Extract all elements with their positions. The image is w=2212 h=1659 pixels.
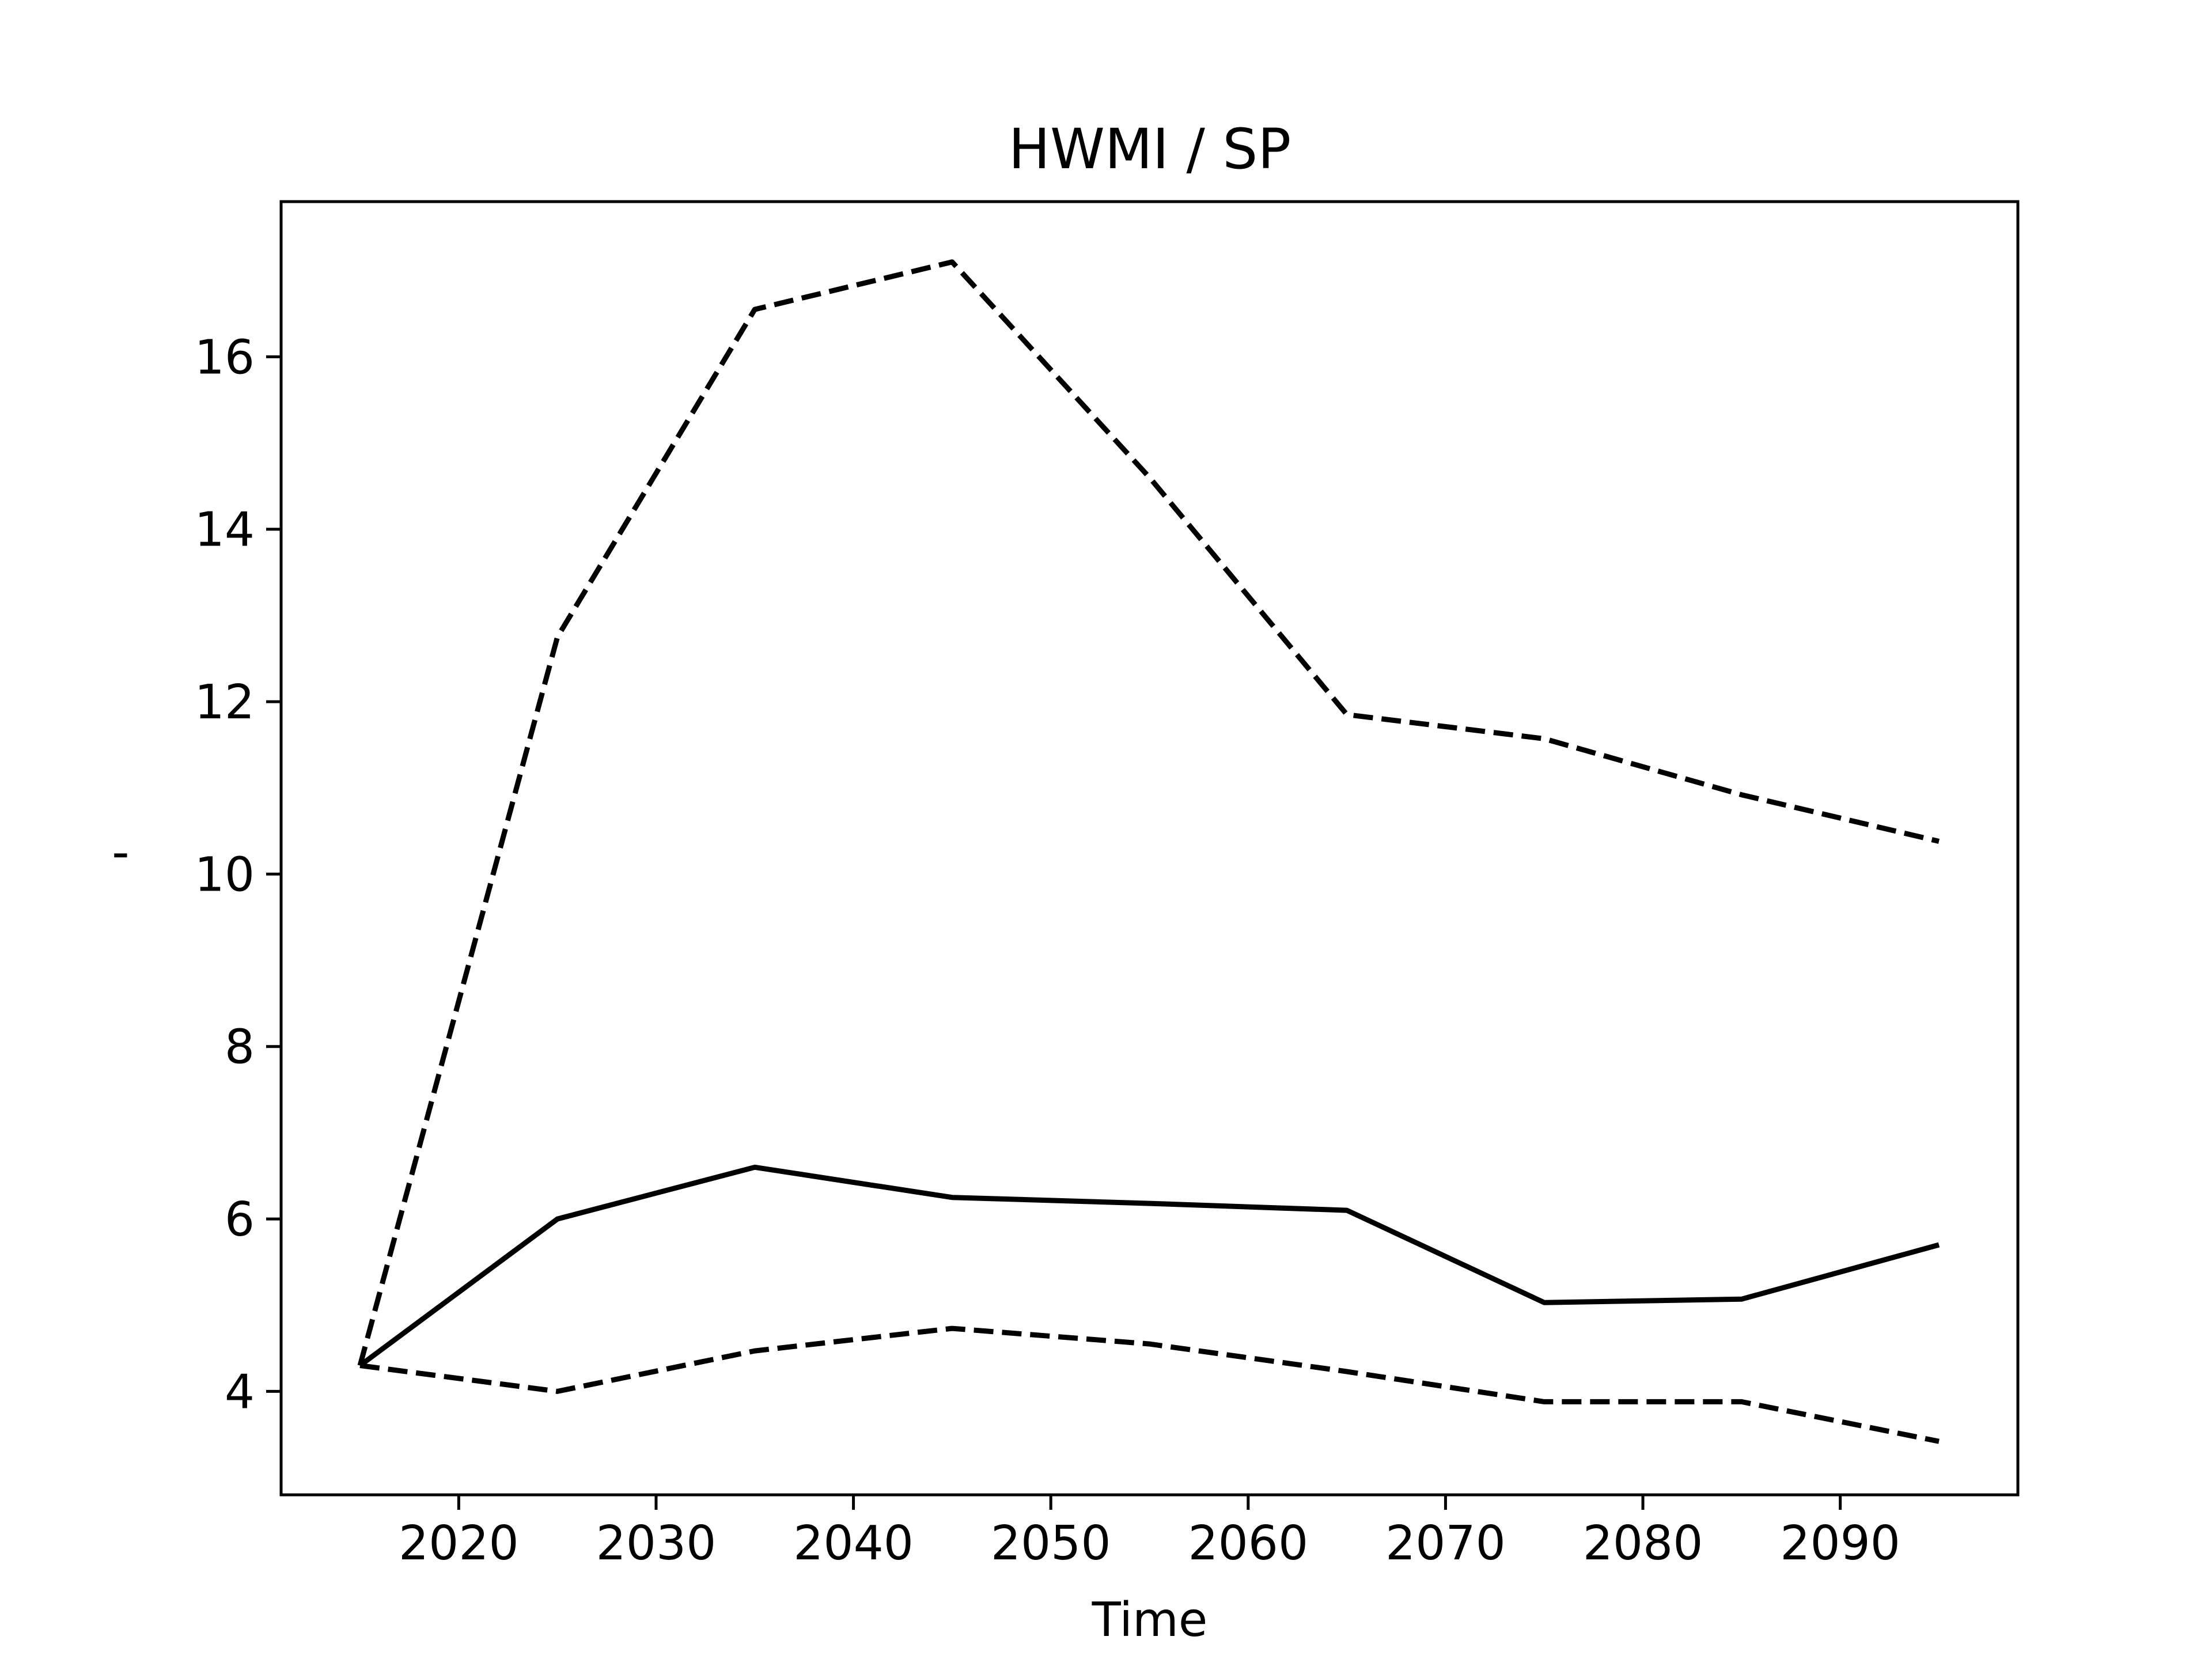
ticks-layer: 2020 2030 2040 2050 2060 2070 2080 2090 4 6 8 10 12 1…: [195, 330, 1900, 1571]
x-tick-label: 2080: [1583, 1516, 1703, 1571]
series-layer: [357, 259, 1940, 1444]
y-tick-label: 6: [225, 1192, 255, 1247]
series-lower-bound-line: [359, 1325, 1940, 1444]
x-axis-label: Time: [1092, 1593, 1208, 1647]
plot-area-frame: [279, 200, 2020, 1497]
x-tick-label: 2070: [1385, 1516, 1506, 1571]
x-tick-label: 2060: [1188, 1516, 1308, 1571]
y-tick-label: 16: [195, 330, 255, 385]
y-tick-label: 12: [195, 675, 255, 730]
y-axis-label: ': [105, 849, 160, 862]
y-tick-label: 4: [225, 1365, 255, 1419]
series-median-line: [358, 1164, 1940, 1368]
x-tick-label: 2030: [596, 1516, 717, 1571]
x-tick-label: 2090: [1780, 1516, 1900, 1571]
series-upper-bound-line: [357, 259, 1940, 1366]
y-tick-label: 10: [195, 847, 255, 902]
y-tick-label: 14: [195, 503, 255, 558]
y-tick-label: 8: [225, 1020, 255, 1075]
x-tick-label: 2040: [793, 1516, 914, 1571]
x-tick-label: 2020: [399, 1516, 519, 1571]
x-tick-label: 2050: [991, 1516, 1111, 1571]
chart-title: HWMI / SP: [1009, 117, 1291, 181]
